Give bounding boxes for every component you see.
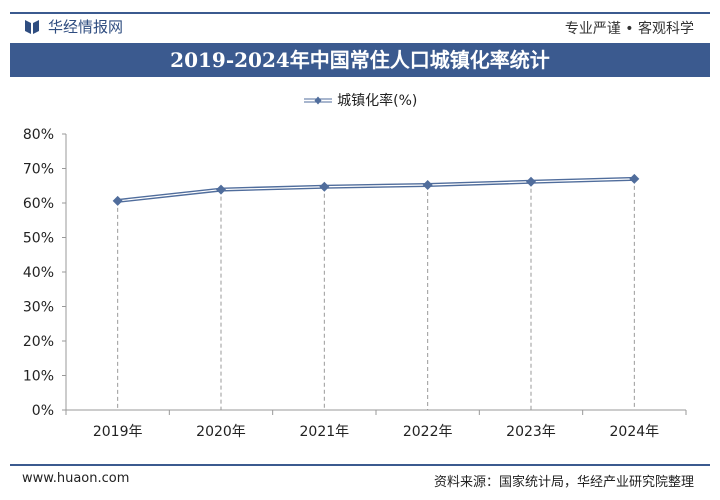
x-tick-label: 2023年 — [506, 424, 556, 440]
legend-marker-icon — [303, 96, 332, 105]
footer: www.huaon.com 资料来源：国家统计局，华经产业研究院整理 — [10, 464, 710, 490]
data-point — [629, 173, 640, 184]
data-point — [216, 184, 226, 195]
data-point — [112, 195, 123, 206]
data-point — [319, 181, 330, 192]
x-tick-label: 2022年 — [403, 424, 453, 440]
data-point — [526, 176, 536, 187]
x-tick-label: 2024年 — [610, 424, 660, 440]
footer-url[interactable]: www.huaon.com — [22, 471, 130, 486]
y-tick-label: 80% — [23, 127, 54, 143]
brand-name: 华经情报网 — [48, 18, 124, 36]
y-tick-label: 40% — [23, 265, 54, 281]
chart-title: 2019-2024年中国常住人口城镇化率统计 — [10, 43, 710, 77]
x-tick-label: 2021年 — [300, 424, 350, 440]
y-tick-label: 30% — [23, 300, 54, 316]
footer-source: 资料来源：国家统计局，华经产业研究院整理 — [433, 475, 694, 490]
series-line-outer — [117, 176, 635, 203]
y-tick-label: 20% — [23, 334, 54, 350]
x-tick-label: 2020年 — [196, 424, 246, 440]
x-tick-label: 2019年 — [93, 424, 143, 440]
y-tick-label: 70% — [23, 162, 54, 178]
y-tick-label: 50% — [23, 231, 54, 247]
legend-label: 城镇化率(%) — [337, 93, 418, 109]
top-rule — [10, 12, 710, 14]
y-tick-label: 60% — [23, 196, 54, 212]
legend: 城镇化率(%) — [0, 90, 720, 110]
slogan: 专业严谨 • 客观科学 — [564, 21, 694, 37]
data-point — [422, 179, 433, 190]
brand: 华经情报网 — [24, 16, 123, 37]
brand-logo-icon — [25, 19, 39, 34]
y-tick-label: 10% — [23, 369, 54, 385]
y-tick-label: 0% — [32, 403, 54, 419]
series-line-inner — [117, 178, 635, 202]
